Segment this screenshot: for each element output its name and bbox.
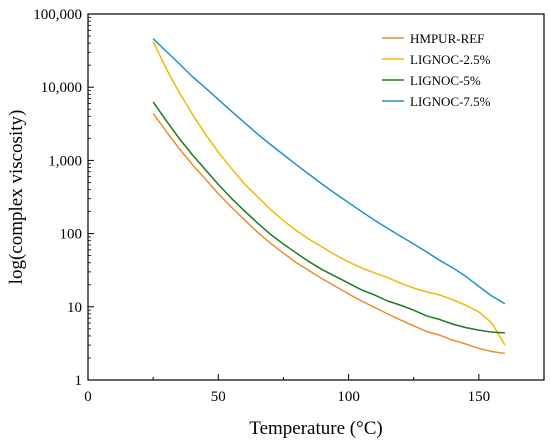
- legend-label: LIGNOC-5%: [410, 73, 481, 88]
- legend-label: HMPUR-REF: [410, 31, 484, 46]
- x-axis-title: Temperature (°C): [249, 418, 382, 439]
- x-tick-label: 50: [211, 389, 226, 405]
- series-line: [152, 101, 505, 334]
- series-line: [152, 112, 506, 355]
- y-axis-title: log(complex viscosity): [6, 110, 27, 285]
- y-tick-label: 10,000: [41, 80, 82, 96]
- y-axis: 1 10 100 1,000 10,000 100,000: [33, 7, 94, 389]
- series-line: [152, 41, 506, 346]
- y-tick-label: 100: [60, 227, 83, 243]
- legend-label: LIGNOC-2.5%: [410, 52, 491, 67]
- legend: HMPUR-REF LIGNOC-2.5% LIGNOC-5% LIGNOC-7.5%: [382, 31, 491, 109]
- x-tick-label: 100: [337, 389, 360, 405]
- x-tick-label: 0: [84, 389, 92, 405]
- y-tick-label: 1,000: [48, 153, 82, 169]
- series-lines: [152, 38, 506, 355]
- x-tick-label: 150: [468, 389, 491, 405]
- legend-label: LIGNOC-7.5%: [410, 94, 491, 109]
- x-axis: 0 50 100 150: [84, 374, 490, 405]
- plot-area-frame: [87, 13, 545, 381]
- y-tick-label: 1: [75, 373, 83, 389]
- y-tick-label: 100,000: [33, 7, 82, 23]
- series-line: [152, 38, 506, 305]
- y-tick-label: 10: [67, 300, 82, 316]
